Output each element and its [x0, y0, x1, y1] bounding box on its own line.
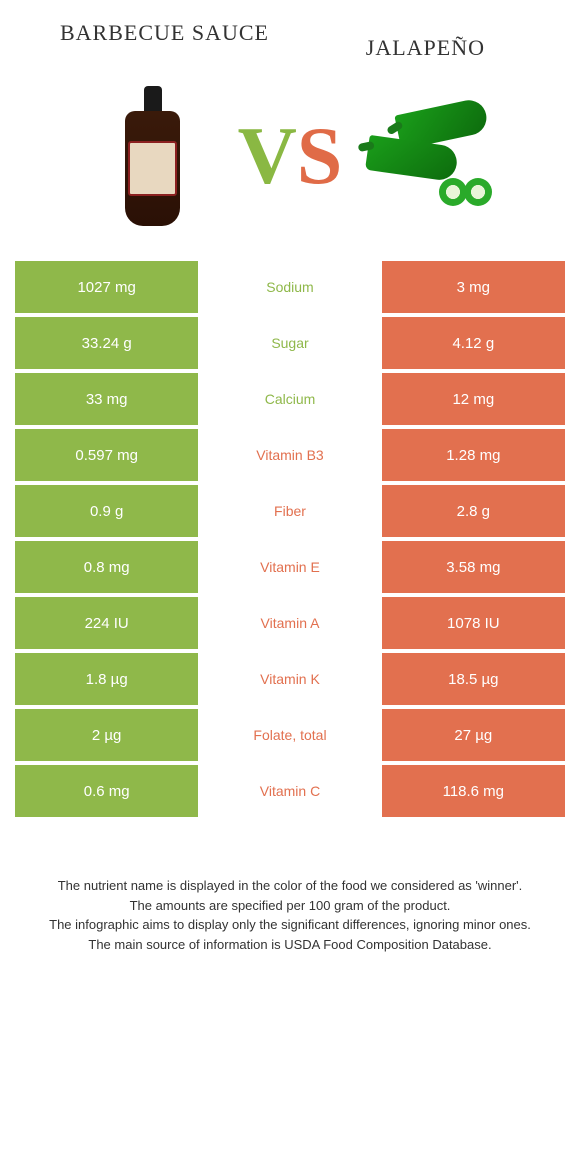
cell-left: 0.9 g: [15, 485, 198, 537]
footnote-line: The main source of information is USDA F…: [25, 935, 555, 955]
table-row: 1.8 µgVitamin K18.5 µg: [15, 653, 565, 705]
cell-right: 1078 IU: [382, 597, 565, 649]
cell-right: 118.6 mg: [382, 765, 565, 817]
table-row: 1027 mgSodium3 mg: [15, 261, 565, 313]
cell-left: 2 µg: [15, 709, 198, 761]
footnote-line: The infographic aims to display only the…: [25, 915, 555, 935]
cell-right: 2.8 g: [382, 485, 565, 537]
vs-s: S: [297, 110, 343, 201]
cell-left: 1027 mg: [15, 261, 198, 313]
vs-row: VS: [0, 71, 580, 261]
cell-right: 1.28 mg: [382, 429, 565, 481]
cell-right: 12 mg: [382, 373, 565, 425]
table-row: 0.8 mgVitamin E3.58 mg: [15, 541, 565, 593]
comparison-table: 1027 mgSodium3 mg33.24 gSugar4.12 g33 mg…: [0, 261, 580, 817]
cell-right: 4.12 g: [382, 317, 565, 369]
header: Barbecue sauce Jalapeño: [0, 0, 580, 71]
cell-left: 0.597 mg: [15, 429, 198, 481]
bbq-sauce-icon: [78, 81, 228, 231]
cell-label: Vitamin C: [198, 765, 381, 817]
footnote-line: The amounts are specified per 100 gram o…: [25, 896, 555, 916]
footnotes: The nutrient name is displayed in the co…: [0, 821, 580, 974]
cell-label: Vitamin E: [198, 541, 381, 593]
cell-left: 0.8 mg: [15, 541, 198, 593]
cell-label: Vitamin A: [198, 597, 381, 649]
table-row: 0.6 mgVitamin C118.6 mg: [15, 765, 565, 817]
cell-right: 18.5 µg: [382, 653, 565, 705]
jalapeno-icon: [352, 81, 502, 231]
cell-left: 1.8 µg: [15, 653, 198, 705]
title-right: Jalapeño: [273, 20, 541, 61]
cell-label: Fiber: [198, 485, 381, 537]
table-row: 33.24 gSugar4.12 g: [15, 317, 565, 369]
table-row: 2 µgFolate, total27 µg: [15, 709, 565, 761]
cell-label: Vitamin K: [198, 653, 381, 705]
footnote-line: The nutrient name is displayed in the co…: [25, 876, 555, 896]
cell-left: 33 mg: [15, 373, 198, 425]
cell-left: 0.6 mg: [15, 765, 198, 817]
cell-right: 3.58 mg: [382, 541, 565, 593]
cell-left: 33.24 g: [15, 317, 198, 369]
cell-label: Calcium: [198, 373, 381, 425]
title-left: Barbecue sauce: [40, 20, 273, 46]
cell-label: Sodium: [198, 261, 381, 313]
cell-label: Sugar: [198, 317, 381, 369]
vs-v: V: [238, 110, 297, 201]
table-row: 0.597 mgVitamin B31.28 mg: [15, 429, 565, 481]
cell-right: 3 mg: [382, 261, 565, 313]
cell-right: 27 µg: [382, 709, 565, 761]
cell-label: Vitamin B3: [198, 429, 381, 481]
cell-left: 224 IU: [15, 597, 198, 649]
table-row: 33 mgCalcium12 mg: [15, 373, 565, 425]
table-row: 0.9 gFiber2.8 g: [15, 485, 565, 537]
vs-label: VS: [238, 109, 343, 203]
table-row: 224 IUVitamin A1078 IU: [15, 597, 565, 649]
cell-label: Folate, total: [198, 709, 381, 761]
